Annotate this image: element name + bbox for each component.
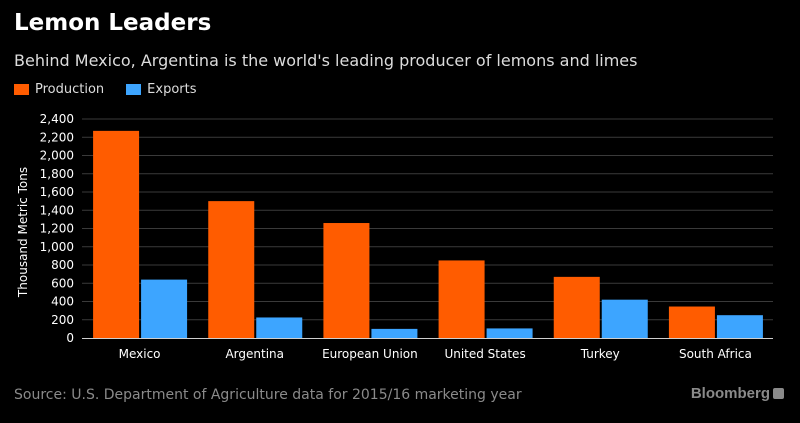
bar-exports-european-union	[371, 328, 418, 338]
gridlines	[82, 118, 773, 339]
bar-production-south-africa	[668, 306, 715, 338]
y-tick-label: 0	[66, 331, 74, 345]
legend-label-exports: Exports	[147, 82, 197, 97]
x-tick-label: European Union	[322, 347, 418, 361]
bar-production-united-states	[438, 260, 485, 338]
bar-production-turkey	[553, 276, 600, 338]
y-tick-label: 2,200	[40, 130, 74, 144]
y-tick-label: 2,400	[40, 112, 74, 126]
bar-production-mexico	[93, 130, 140, 338]
chart-subtitle: Behind Mexico, Argentina is the world's …	[14, 51, 638, 70]
y-tick-label: 1,000	[40, 240, 74, 254]
legend: Production Exports	[14, 82, 197, 97]
x-tick-label: Turkey	[580, 347, 620, 361]
bar-production-european-union	[323, 223, 370, 338]
y-axis-ticks: 0 200 400 600 800 1,000 1,200 1,400 1,600 1,800 2,…	[40, 112, 74, 345]
bar-exports-south-africa	[716, 315, 763, 338]
legend-swatch-exports	[126, 84, 142, 95]
bar-production-argentina	[208, 201, 255, 338]
x-tick-label: South Africa	[679, 347, 752, 361]
chart-title: Lemon Leaders	[14, 10, 212, 36]
x-axis-ticks: Mexico Argentina European Union United Stat…	[119, 347, 752, 361]
y-tick-label: 1,400	[40, 203, 74, 217]
brand-name: Bloomberg	[690, 385, 770, 402]
y-tick-label: 1,600	[40, 185, 74, 199]
source-note: Source: U.S. Department of Agriculture d…	[14, 387, 522, 403]
y-tick-label: 600	[51, 276, 74, 290]
x-tick-label: Mexico	[119, 347, 161, 361]
legend-item-exports: Exports	[126, 82, 197, 97]
legend-item-production: Production	[14, 82, 104, 97]
x-tick-label: United States	[444, 347, 525, 361]
y-tick-label: 2,000	[40, 149, 74, 163]
bar-exports-turkey	[601, 299, 648, 338]
bar-exports-argentina	[256, 317, 303, 338]
y-tick-label: 200	[51, 313, 74, 327]
y-tick-label: 1,800	[40, 167, 74, 181]
bars	[93, 130, 763, 338]
y-tick-label: 1,200	[40, 222, 74, 236]
brand-logo: Bloomberg	[691, 385, 784, 402]
x-tick-label: Argentina	[225, 347, 284, 361]
legend-swatch-production	[14, 84, 29, 95]
legend-label-production: Production	[35, 82, 105, 97]
bar-exports-mexico	[141, 279, 188, 338]
y-tick-label: 400	[51, 295, 74, 309]
y-tick-label: 800	[51, 258, 74, 272]
y-axis-label: Thousand Metric Tons	[16, 167, 30, 298]
bloomberg-logo-icon	[773, 388, 784, 399]
bar-exports-united-states	[486, 328, 533, 338]
